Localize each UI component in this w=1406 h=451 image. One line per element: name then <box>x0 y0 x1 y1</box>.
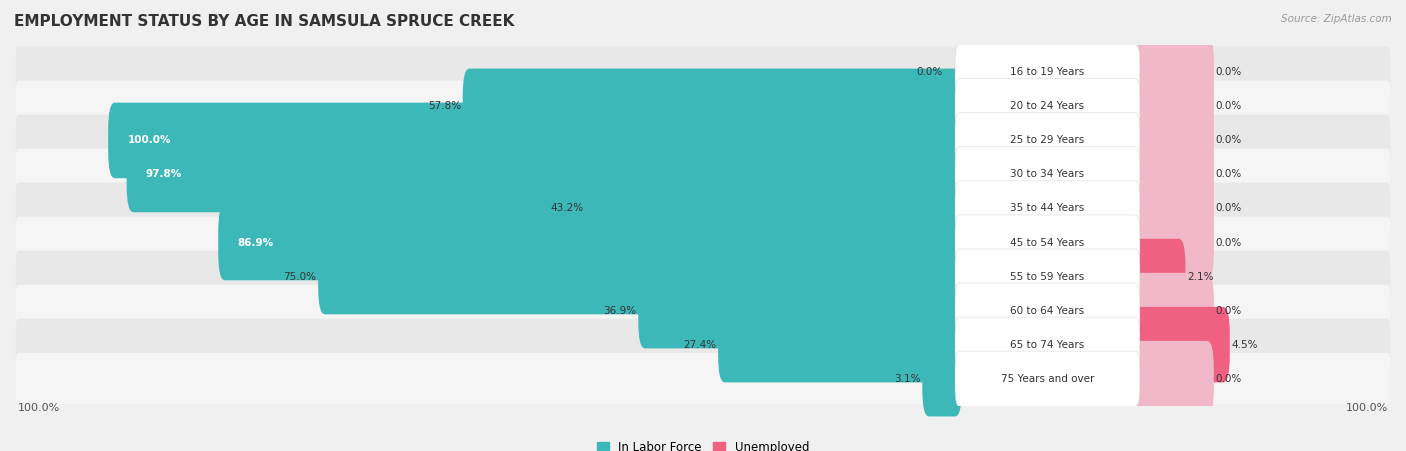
Text: 20 to 24 Years: 20 to 24 Years <box>1011 101 1084 111</box>
Legend: In Labor Force, Unemployed: In Labor Force, Unemployed <box>598 441 808 451</box>
FancyBboxPatch shape <box>15 183 1391 235</box>
Text: 16 to 19 Years: 16 to 19 Years <box>1011 67 1084 77</box>
Text: 57.8%: 57.8% <box>427 101 461 111</box>
FancyBboxPatch shape <box>955 283 1140 338</box>
Text: 100.0%: 100.0% <box>128 135 172 145</box>
FancyBboxPatch shape <box>15 251 1391 303</box>
Text: 60 to 64 Years: 60 to 64 Years <box>1011 306 1084 316</box>
Text: 3.1%: 3.1% <box>894 374 921 384</box>
FancyBboxPatch shape <box>1133 307 1230 382</box>
Text: 0.0%: 0.0% <box>917 67 942 77</box>
Text: 75 Years and over: 75 Years and over <box>1001 374 1094 384</box>
FancyBboxPatch shape <box>922 341 962 416</box>
Text: 100.0%: 100.0% <box>1346 403 1388 413</box>
FancyBboxPatch shape <box>955 181 1140 236</box>
FancyBboxPatch shape <box>15 80 1391 132</box>
Text: 27.4%: 27.4% <box>683 340 717 350</box>
FancyBboxPatch shape <box>1133 35 1213 110</box>
FancyBboxPatch shape <box>1133 170 1213 246</box>
Text: 55 to 59 Years: 55 to 59 Years <box>1011 272 1084 281</box>
FancyBboxPatch shape <box>218 205 962 281</box>
FancyBboxPatch shape <box>585 170 962 246</box>
Text: 0.0%: 0.0% <box>1216 374 1241 384</box>
Text: 0.0%: 0.0% <box>1216 135 1241 145</box>
FancyBboxPatch shape <box>955 215 1140 270</box>
Text: Source: ZipAtlas.com: Source: ZipAtlas.com <box>1281 14 1392 23</box>
FancyBboxPatch shape <box>318 239 962 314</box>
Text: 35 to 44 Years: 35 to 44 Years <box>1011 203 1084 213</box>
FancyBboxPatch shape <box>1133 205 1213 281</box>
FancyBboxPatch shape <box>1133 341 1213 416</box>
FancyBboxPatch shape <box>1133 137 1213 212</box>
FancyBboxPatch shape <box>15 353 1391 405</box>
Text: 86.9%: 86.9% <box>238 238 274 248</box>
Text: 2.1%: 2.1% <box>1187 272 1213 281</box>
Text: 30 to 34 Years: 30 to 34 Years <box>1011 170 1084 179</box>
Text: 0.0%: 0.0% <box>1216 203 1241 213</box>
Text: EMPLOYMENT STATUS BY AGE IN SAMSULA SPRUCE CREEK: EMPLOYMENT STATUS BY AGE IN SAMSULA SPRU… <box>14 14 515 28</box>
FancyBboxPatch shape <box>1133 69 1213 144</box>
Text: 65 to 74 Years: 65 to 74 Years <box>1011 340 1084 350</box>
FancyBboxPatch shape <box>718 307 962 382</box>
FancyBboxPatch shape <box>15 319 1391 371</box>
FancyBboxPatch shape <box>955 113 1140 168</box>
Text: 75.0%: 75.0% <box>284 272 316 281</box>
FancyBboxPatch shape <box>638 273 962 348</box>
FancyBboxPatch shape <box>955 351 1140 406</box>
Text: 0.0%: 0.0% <box>1216 306 1241 316</box>
Text: 100.0%: 100.0% <box>18 403 60 413</box>
FancyBboxPatch shape <box>15 216 1391 268</box>
FancyBboxPatch shape <box>1133 273 1213 348</box>
Text: 4.5%: 4.5% <box>1232 340 1258 350</box>
FancyBboxPatch shape <box>463 69 962 144</box>
FancyBboxPatch shape <box>15 285 1391 336</box>
FancyBboxPatch shape <box>955 317 1140 372</box>
Text: 36.9%: 36.9% <box>603 306 637 316</box>
Text: 0.0%: 0.0% <box>1216 101 1241 111</box>
FancyBboxPatch shape <box>955 79 1140 134</box>
Text: 0.0%: 0.0% <box>1216 67 1241 77</box>
FancyBboxPatch shape <box>108 103 962 178</box>
Text: 45 to 54 Years: 45 to 54 Years <box>1011 238 1084 248</box>
FancyBboxPatch shape <box>1133 239 1185 314</box>
FancyBboxPatch shape <box>15 115 1391 166</box>
Text: 0.0%: 0.0% <box>1216 238 1241 248</box>
FancyBboxPatch shape <box>955 249 1140 304</box>
Text: 0.0%: 0.0% <box>1216 170 1241 179</box>
Text: 43.2%: 43.2% <box>551 203 583 213</box>
FancyBboxPatch shape <box>955 45 1140 100</box>
FancyBboxPatch shape <box>955 147 1140 202</box>
FancyBboxPatch shape <box>1133 103 1213 178</box>
Text: 97.8%: 97.8% <box>146 170 183 179</box>
FancyBboxPatch shape <box>127 137 962 212</box>
FancyBboxPatch shape <box>15 46 1391 98</box>
Text: 25 to 29 Years: 25 to 29 Years <box>1011 135 1084 145</box>
FancyBboxPatch shape <box>15 148 1391 200</box>
